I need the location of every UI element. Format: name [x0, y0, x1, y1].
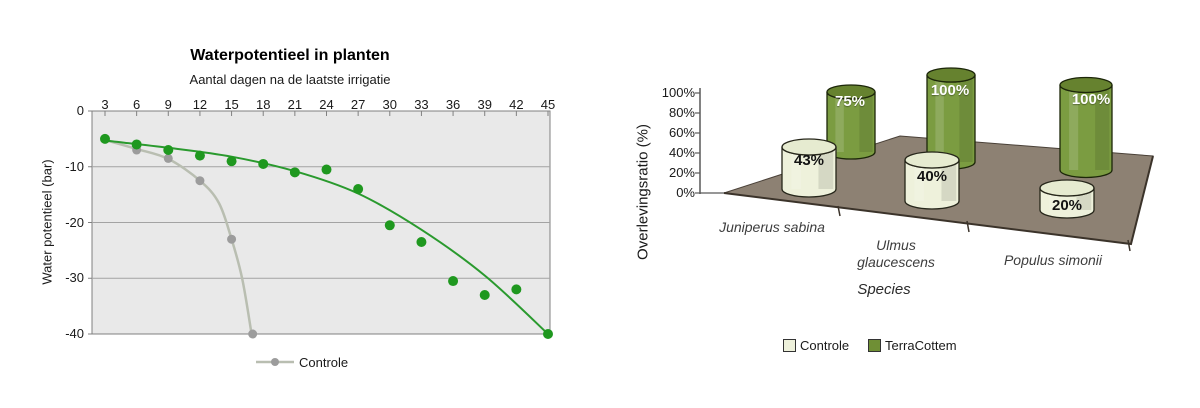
- trend-line: [104, 139, 549, 335]
- controle-point: [195, 176, 205, 186]
- right-y-tick-label: 80%: [668, 105, 695, 120]
- x-tick-label: 18: [255, 97, 271, 112]
- right-y-tick-label: 100%: [661, 85, 695, 100]
- x-tick-label: 36: [445, 97, 461, 112]
- y-tick-label: -20: [65, 214, 84, 230]
- green-point: [131, 139, 142, 150]
- green-point: [479, 289, 490, 300]
- left-chart-x-axis-title: Aantal dagen na de laatste irrigatie: [189, 72, 391, 87]
- x-tick-label: 42: [509, 97, 524, 112]
- terracottem-cylinder-highlight: [935, 77, 944, 162]
- category-label: Juniperus sabina: [719, 219, 825, 235]
- controle-cylinder-shade: [818, 149, 834, 189]
- green-point: [543, 329, 553, 339]
- green-point: [416, 237, 427, 248]
- green-point: [194, 150, 205, 161]
- floor-front-edge: [723, 155, 1154, 246]
- terracottem-value-label: 100%: [1071, 91, 1111, 108]
- controle-point: [248, 329, 258, 339]
- legend-dot-marker: [271, 358, 279, 366]
- green-point: [353, 184, 364, 195]
- left-chart-title: Waterpotentieel in planten: [190, 47, 390, 64]
- green-point: [258, 158, 269, 169]
- category-tick-mark: [966, 220, 970, 233]
- green-point: [321, 164, 332, 175]
- x-tick-label: 33: [414, 97, 429, 112]
- terracottem-cylinder-shade: [1095, 87, 1110, 170]
- green-point: [226, 156, 237, 167]
- terracottem-cylinder-top: [826, 84, 876, 100]
- right-chart-x-axis-title: Species: [857, 281, 911, 298]
- left-chart-legend-label: Controle: [299, 355, 349, 370]
- green-point: [100, 133, 110, 144]
- category-tick-mark: [1127, 239, 1131, 252]
- y-tick-label: -40: [65, 326, 84, 341]
- x-tick-label: 3: [101, 97, 109, 112]
- terracottem-cylinder-top: [1059, 76, 1113, 94]
- controle-cylinder-highlight: [1049, 190, 1059, 210]
- category-label: glaucescens: [857, 254, 935, 270]
- x-tick-label: 12: [192, 97, 208, 112]
- controle-point: [227, 234, 237, 244]
- controle-cylinder-top: [781, 138, 837, 156]
- controle-value-label: 40%: [916, 168, 948, 185]
- legend-swatch-terracottem: [868, 339, 881, 352]
- x-tick-label: 39: [477, 97, 492, 112]
- right-chart-legend-label-controle: Controle: [800, 338, 850, 353]
- terracottem-cylinder-top: [926, 67, 976, 83]
- controle-cylinder-highlight: [914, 162, 924, 201]
- right-y-tick-label: 0%: [676, 185, 695, 200]
- x-tick-label: 30: [382, 97, 398, 112]
- category-label: Populus simonii: [1003, 252, 1103, 268]
- controle-point: [163, 153, 173, 163]
- terracottem-cylinder-highlight: [1069, 87, 1079, 170]
- green-point: [448, 276, 459, 287]
- controle-value-label: 43%: [793, 152, 825, 169]
- category-label: Ulmus: [876, 237, 916, 253]
- y-tick-label: 0: [76, 103, 84, 118]
- x-tick-label: 45: [540, 97, 556, 112]
- x-tick-label: 9: [164, 97, 172, 112]
- right-y-tick-label: 40%: [668, 145, 695, 160]
- right-chart-legend-label-terracottem: TerraCottem: [885, 338, 957, 353]
- terracottem-cylinder-shade: [859, 94, 873, 152]
- controle-cylinder-top: [1039, 179, 1095, 197]
- x-tick-label: 27: [350, 97, 366, 112]
- right-y-tick-label: 20%: [668, 165, 695, 180]
- controle-cylinder-highlight: [791, 149, 801, 189]
- y-tick-label: -30: [65, 270, 84, 286]
- x-tick-label: 24: [319, 97, 334, 112]
- green-point: [289, 167, 300, 178]
- green-point: [511, 284, 522, 295]
- terracottem-value-label: 75%: [834, 93, 866, 110]
- x-tick-label: 21: [287, 97, 303, 112]
- terracottem-cylinder-shade: [959, 77, 973, 162]
- terracottem-cylinder-highlight: [835, 94, 844, 152]
- terracottem-value-label: 100%: [930, 82, 970, 99]
- controle-cylinder-shade: [941, 162, 957, 201]
- controle-value-label: 20%: [1051, 197, 1083, 214]
- green-point: [163, 145, 174, 156]
- x-tick-label: 6: [133, 97, 141, 112]
- controle-cylinder-top: [904, 151, 960, 169]
- x-tick-label: 15: [224, 97, 239, 112]
- right-y-tick-label: 60%: [668, 125, 695, 140]
- category-tick-mark: [837, 205, 841, 217]
- legend-swatch-controle: [783, 339, 796, 352]
- green-point: [384, 220, 395, 231]
- y-tick-label: -10: [65, 158, 84, 174]
